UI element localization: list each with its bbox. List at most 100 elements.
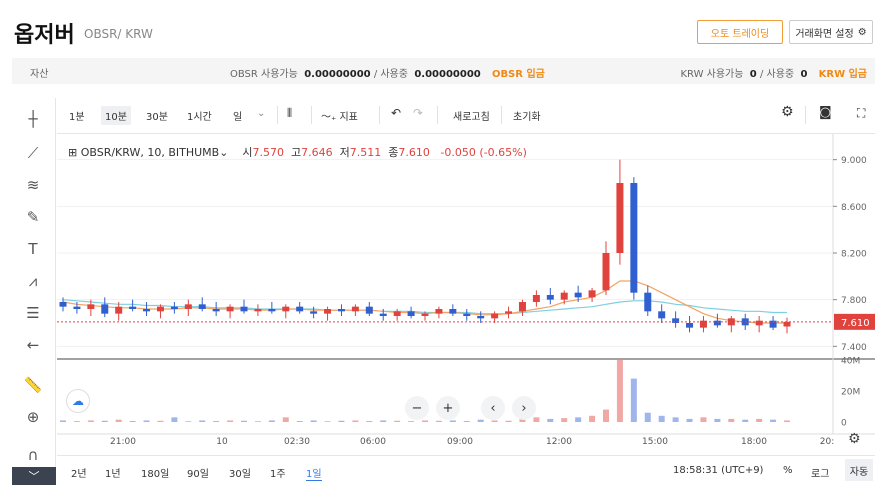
candle-body xyxy=(769,320,777,328)
fib-lines-icon[interactable]: ≋ xyxy=(26,176,40,194)
redo-icon[interactable]: ↷ xyxy=(413,106,424,120)
log-toggle[interactable]: 로그 xyxy=(811,469,830,480)
candle-body xyxy=(532,295,540,302)
volume-bar xyxy=(742,419,749,422)
obsr-balance: OBSR 사용가능 0.00000000 / 사용중 0.00000000 OB… xyxy=(230,65,545,80)
volume-bar xyxy=(700,417,707,422)
candle-body xyxy=(393,311,401,316)
volume-tick-label: 40M xyxy=(841,357,860,367)
volume-bar xyxy=(227,420,234,422)
fullscreen-icon[interactable]: ⛶ xyxy=(857,106,866,120)
pattern-icon[interactable]: ⩘ xyxy=(28,272,38,290)
chevron-down-icon[interactable]: ﹀ xyxy=(12,467,56,485)
volume-bar xyxy=(352,420,359,422)
zoom-out-button[interactable]: − xyxy=(405,396,429,420)
volume-bar xyxy=(547,418,554,422)
interval-30m[interactable]: 30분 xyxy=(146,112,168,123)
undo-icon[interactable]: ↶ xyxy=(391,106,402,120)
interval-dropdown-icon[interactable]: ⌄ xyxy=(257,108,266,119)
crosshair-icon[interactable]: ┼ xyxy=(28,110,38,128)
candle-body xyxy=(574,292,582,298)
candle-body xyxy=(156,306,164,312)
time-tick-label: 15:00 xyxy=(642,437,668,447)
time-tick-label: 18:00 xyxy=(741,437,767,447)
volume-bar xyxy=(213,421,220,422)
chart-toolbar: 1분 10분 30분 1시간 일 ⌄ ⫴ 〜₊ 지표 ↶ ↷ 새로고침 초기화 … xyxy=(57,98,875,134)
volume-bar xyxy=(505,420,512,422)
obsr-in-use-value: 0.00000000 xyxy=(414,69,481,80)
percent-toggle[interactable]: % xyxy=(783,465,793,476)
ruler-icon[interactable]: 📏 xyxy=(23,376,43,394)
settings-icon[interactable]: ⚙ xyxy=(781,104,794,120)
trend-line-icon[interactable]: ⟋ xyxy=(27,144,39,162)
volume-bar xyxy=(686,418,693,422)
scroll-right-button[interactable]: › xyxy=(512,396,536,420)
zoom-in-icon[interactable]: ⊕ xyxy=(26,408,40,426)
price-chart[interactable]: 7.610 9.000 8.600 8.200 7.800 7.400 40M 20M 0 21:… xyxy=(57,134,875,454)
range-2y[interactable]: 2년 xyxy=(71,469,87,480)
candle-body xyxy=(727,318,735,326)
measure-lines-icon[interactable]: ☰ xyxy=(26,304,40,322)
candle-body xyxy=(254,309,262,312)
range-90d[interactable]: 90일 xyxy=(187,469,209,480)
brush-icon[interactable]: ✎ xyxy=(26,208,40,226)
interval-1h[interactable]: 1시간 xyxy=(187,112,212,123)
range-30d[interactable]: 30일 xyxy=(229,469,251,480)
volume-bar xyxy=(338,420,345,422)
candle-type-icon[interactable]: ⫴ xyxy=(287,106,293,120)
price-tick-label: 8.600 xyxy=(841,203,867,213)
screen-settings-button[interactable]: 거래화면 설정 ⚙ xyxy=(789,20,873,44)
interval-1m[interactable]: 1분 xyxy=(69,112,85,123)
krw-balance: KRW 사용가능 0 / 사용중 0 KRW 입금 xyxy=(680,65,867,80)
krw-deposit-link[interactable]: KRW 입금 xyxy=(818,69,867,80)
reset-button[interactable]: 초기화 xyxy=(513,112,541,123)
volume-bar xyxy=(603,409,609,422)
volume-bar xyxy=(324,421,331,422)
volume-bar xyxy=(241,420,247,422)
range-180d[interactable]: 180일 xyxy=(141,469,170,480)
price-tick-label: 7.400 xyxy=(841,343,867,353)
cloud-icon[interactable]: ☁ xyxy=(66,389,90,413)
text-tool-icon[interactable]: T xyxy=(28,240,38,258)
coin-pair: OBSR/ KRW xyxy=(84,27,153,41)
axis-settings-icon[interactable]: ⚙ xyxy=(848,431,861,447)
interval-day[interactable]: 일 xyxy=(233,112,243,123)
candle-body xyxy=(87,304,95,309)
magnet-icon[interactable]: ∩ xyxy=(27,446,39,464)
range-bar: 2년 1년 180일 90일 30일 1주 1일 18:58:31 (UTC+9… xyxy=(57,455,875,485)
candle-body xyxy=(226,306,234,312)
legend-high-label: 고 xyxy=(291,146,302,159)
volume-bar xyxy=(784,420,790,422)
range-1y[interactable]: 1년 xyxy=(105,469,121,480)
volume-bar xyxy=(463,421,470,422)
range-1d[interactable]: 1일 xyxy=(306,465,322,481)
obsr-deposit-link[interactable]: OBSR 입금 xyxy=(491,69,545,80)
auto-trading-button[interactable]: 오토 트레이딩 xyxy=(697,20,783,44)
toolbar-divider xyxy=(805,106,806,124)
obsr-available-value: 0.00000000 xyxy=(304,69,371,80)
range-1w[interactable]: 1주 xyxy=(270,469,286,480)
legend-close-label: 종 xyxy=(388,146,399,159)
back-arrow-icon[interactable]: ← xyxy=(26,336,40,354)
candle-body xyxy=(143,309,151,312)
indicator-button[interactable]: 〜₊ 지표 xyxy=(321,108,358,123)
volume-bar xyxy=(60,420,66,422)
camera-icon[interactable]: ◙ xyxy=(819,105,832,120)
volume-bar xyxy=(185,421,192,422)
volume-bar xyxy=(143,420,150,422)
drawing-toolbar: ┼ ⟋ ≋ ✎ T ⩘ ☰ ← 📏 ⊕ ∩ xyxy=(12,98,56,484)
time-tick-label: 10 xyxy=(216,437,228,447)
scroll-left-button[interactable]: ‹ xyxy=(481,396,505,420)
candle-body xyxy=(699,320,707,328)
candle-body xyxy=(129,306,137,309)
legend-symbol[interactable]: OBSR/KRW, 10, BITHUMB xyxy=(80,146,220,159)
refresh-button[interactable]: 새로고침 xyxy=(453,112,490,123)
zoom-in-button[interactable]: + xyxy=(436,396,460,420)
volume-bar xyxy=(533,417,540,422)
legend-dropdown-icon[interactable]: ⌄ xyxy=(219,146,229,159)
gear-icon: ⚙ xyxy=(857,26,867,38)
legend-collapse-icon[interactable]: ⊞ xyxy=(68,146,78,159)
auto-scale-toggle[interactable]: 자동 xyxy=(845,459,873,481)
interval-10m[interactable]: 10분 xyxy=(101,106,131,125)
volume-bar xyxy=(714,418,721,422)
